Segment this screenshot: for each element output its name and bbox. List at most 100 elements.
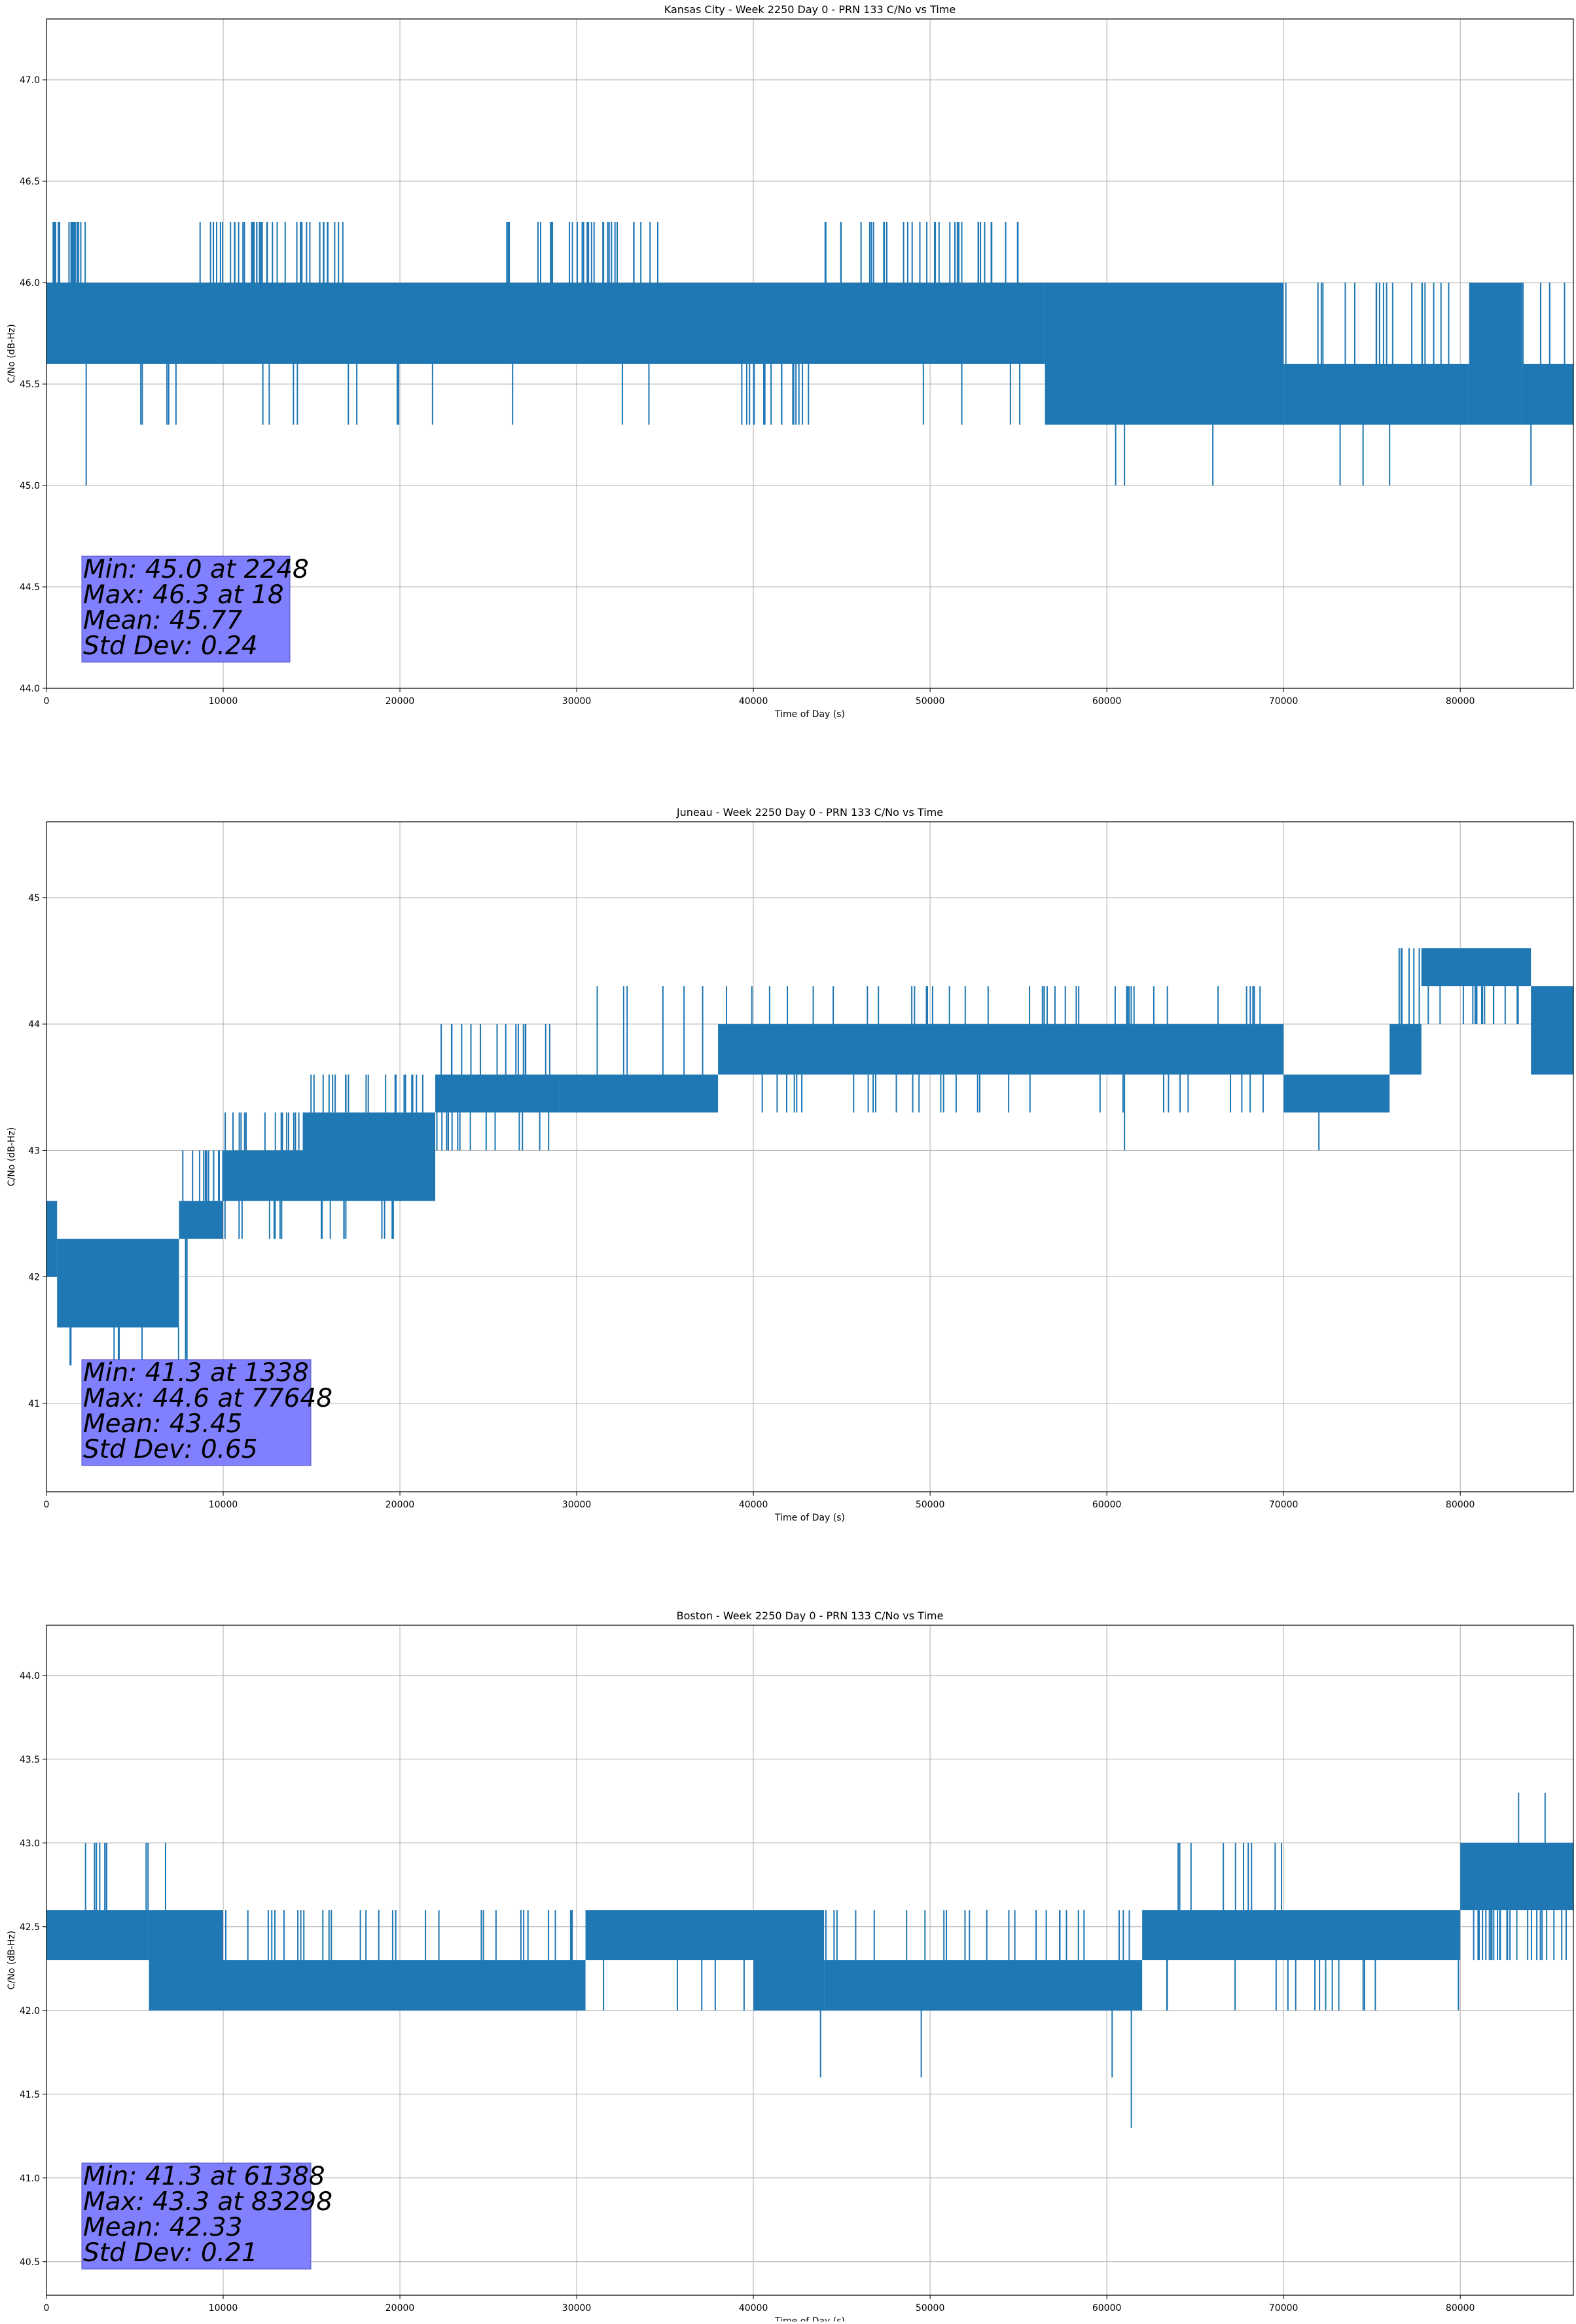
series-band [223,1150,303,1201]
y-tick-label: 41.5 [20,2090,40,2100]
series-band [1045,283,1284,425]
y-tick-label: 42 [28,1273,40,1283]
y-tick-label: 45.5 [20,379,40,390]
series-band [1469,283,1522,425]
series-band [46,1910,149,1960]
x-tick-label: 10000 [209,1500,238,1510]
series-band [90,1239,179,1328]
stats-line: Mean: 43.45 [83,1409,242,1439]
y-tick-label: 45 [28,893,40,904]
series-band [559,1074,719,1113]
x-tick-label: 50000 [916,2303,945,2314]
x-axis-label: Time of Day (s) [774,1513,845,1523]
series-band [753,1910,825,2011]
series-band [824,1960,1143,2011]
x-tick-label: 10000 [209,2303,238,2314]
stats-line: Min: 41.3 at 1338 [83,1358,309,1388]
x-tick-label: 50000 [916,696,945,707]
y-tick-label: 47.0 [20,75,40,86]
x-tick-label: 20000 [385,696,415,707]
x-tick-label: 20000 [385,1500,415,1510]
x-tick-label: 70000 [1269,2303,1298,2314]
y-tick-label: 45.0 [20,481,40,491]
series-line [46,1793,1573,2128]
x-tick-label: 80000 [1446,696,1475,707]
y-tick-label: 44.0 [20,1671,40,1681]
y-tick-label: 43.0 [20,1839,40,1849]
plot-frame [46,18,1574,689]
plot-frame [46,821,1574,1492]
x-tick-label: 0 [44,1500,50,1510]
y-tick-label: 42.5 [20,1922,40,1933]
series-band [46,1201,58,1277]
stats-line: Std Dev: 0.65 [83,1435,258,1464]
series-band [1522,364,1573,425]
stats-line: Max: 44.6 at 77648 [83,1384,332,1413]
y-tick-label: 40.5 [20,2257,40,2268]
series-band [179,1201,224,1239]
stats-line: Mean: 45.77 [83,606,243,635]
x-axis-label: Time of Day (s) [774,709,845,720]
y-tick-label: 41.0 [20,2174,40,2184]
stats-line: Mean: 42.33 [83,2213,242,2242]
y-tick-label: 44.0 [20,684,40,694]
x-tick-label: 60000 [1092,696,1122,707]
stats-box [81,555,291,663]
y-tick-label: 43 [28,1146,40,1156]
chart-3: 0 10000 20000 30000 40000 50000 60000 70000 8000… [7,1610,1574,2324]
series-line [46,948,1573,1365]
stats-line: Min: 45.0 at 2248 [83,555,309,584]
series-band [1283,1074,1390,1113]
x-tick-label: 0 [44,2303,50,2314]
series-band [1142,1910,1461,1960]
series-line [46,222,1573,485]
x-tick-label: 60000 [1092,1500,1122,1510]
stats-line: Std Dev: 0.24 [83,631,258,661]
stats-box [81,2162,312,2270]
x-tick-label: 80000 [1446,1500,1475,1510]
stats-line: Max: 46.3 at 18 [83,580,284,610]
chart-title: Juneau - Week 2250 Day 0 - PRN 133 C/No … [676,806,943,819]
x-tick-label: 40000 [739,696,768,707]
y-tick-label: 42.0 [20,2006,40,2016]
x-tick-label: 50000 [916,1500,945,1510]
x-tick-label: 20000 [385,2303,415,2314]
y-axis-label: C/No (dB-Hz) [7,1931,17,1990]
series-band [718,1024,1284,1075]
chart-1: 0 10000 20000 30000 40000 50000 60000 70000 8000… [7,3,1574,720]
x-tick-label: 80000 [1446,2303,1475,2314]
stats-line: Std Dev: 0.21 [83,2238,258,2268]
y-tick-label: 43.5 [20,1755,40,1765]
series-band [302,1112,436,1201]
x-tick-label: 30000 [562,2303,592,2314]
y-tick-label: 46.0 [20,278,40,289]
y-axis-label: C/No (dB-Hz) [7,324,17,383]
series-band [57,1239,91,1328]
series-band [223,1960,586,2011]
y-tick-label: 44 [28,1019,40,1030]
series-band [435,1074,560,1113]
stats-line: Max: 43.3 at 83298 [83,2187,332,2217]
x-tick-label: 40000 [739,1500,768,1510]
y-tick-label: 44.5 [20,582,40,593]
series-band [585,1910,754,1960]
x-tick-label: 40000 [739,2303,768,2314]
x-tick-label: 30000 [562,696,592,707]
series-band [1421,948,1531,987]
y-tick-label: 46.5 [20,177,40,187]
chart-title: Kansas City - Week 2250 Day 0 - PRN 133 … [664,3,956,16]
x-tick-label: 60000 [1092,2303,1122,2314]
x-tick-label: 10000 [209,696,238,707]
chart-title: Boston - Week 2250 Day 0 - PRN 133 C/No … [677,1610,944,1622]
series-band [1283,364,1469,425]
plot-frame [46,1625,1574,2296]
x-tick-label: 0 [44,696,50,707]
series-band [149,1910,224,2011]
y-axis-label: C/No (dB-Hz) [7,1127,17,1186]
chart-2: 0 10000 20000 30000 40000 50000 60000 70000 8000… [7,806,1574,1523]
x-axis-label: Time of Day (s) [774,2316,845,2321]
series-band [1531,986,1573,1075]
series-band [1389,1024,1422,1075]
